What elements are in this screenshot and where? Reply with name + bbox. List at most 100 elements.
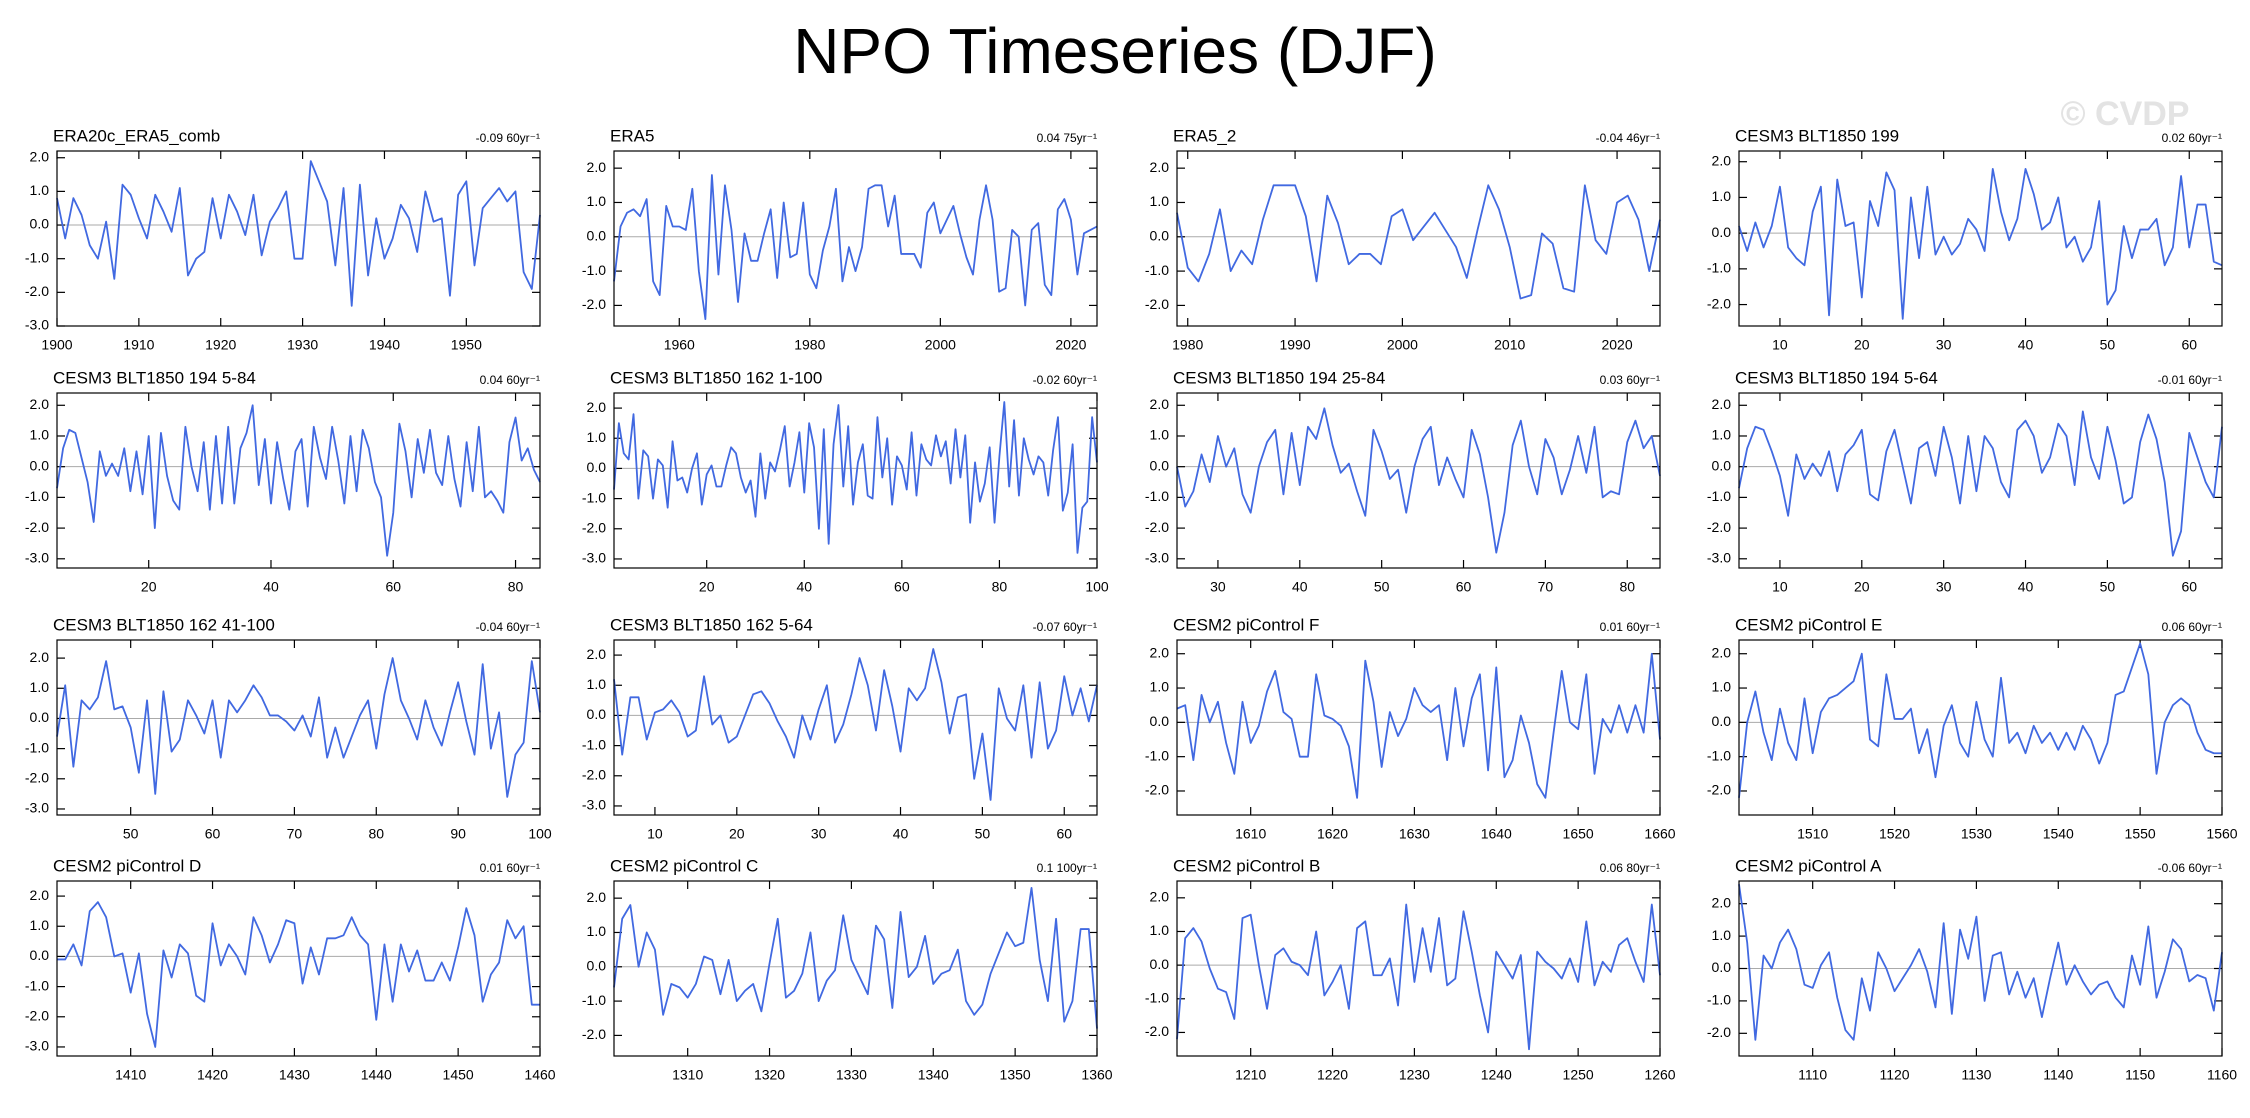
y-tick-label: -2.0 (1707, 782, 1731, 798)
y-tick-label: 1.0 (1150, 193, 1170, 209)
x-tick-label: 30 (1936, 579, 1952, 595)
x-tick-label: 1150 (2125, 1067, 2155, 1083)
x-tick-label: 1320 (754, 1067, 785, 1083)
panel: ERA20c_ERA5_comb -0.09 60yr⁻¹ -3.0 -2.0 -1.0… (25, 126, 541, 353)
x-tick-label: 1660 (1644, 826, 1675, 842)
panel-subtitle: 0.02 60yr⁻¹ (2162, 131, 2222, 145)
y-tick-label: 0.0 (30, 216, 50, 232)
panel-title: CESM2 piControl C (610, 856, 758, 875)
y-tick-label: -1.0 (25, 977, 49, 993)
series-line (613, 174, 1098, 321)
y-tick-label: -2.0 (1707, 519, 1731, 535)
panel: CESM2 piControl E 0.06 60yr⁻¹ -2.0 -1.0 0.0 1… (1707, 615, 2238, 841)
y-tick-label: -1.0 (582, 736, 606, 752)
x-tick-label: 80 (1619, 579, 1635, 595)
series-line (56, 404, 541, 557)
y-tick-label: 1.0 (587, 429, 607, 445)
y-tick-label: -2.0 (1707, 295, 1731, 311)
y-tick-label: 2.0 (30, 396, 50, 412)
plot-frame (613, 880, 1098, 1057)
y-tick-label: 0.0 (30, 709, 50, 725)
panel-subtitle: -0.07 60yr⁻¹ (1033, 620, 1097, 634)
x-tick-label: 1980 (1172, 337, 1203, 353)
watermark: © CVDP (2061, 95, 2190, 133)
y-tick-label: 2.0 (1150, 159, 1170, 175)
panel-title: CESM2 piControl F (1173, 615, 1319, 634)
x-tick-label: 10 (1772, 337, 1788, 353)
panel-subtitle: -0.02 60yr⁻¹ (1033, 373, 1097, 387)
y-tick-label: -1.0 (1707, 992, 1731, 1008)
series-line (613, 401, 1098, 554)
y-tick-label: -2.0 (25, 1007, 49, 1023)
x-tick-label: 30 (811, 826, 827, 842)
plot-frame (1176, 150, 1661, 327)
x-tick-label: 2020 (1055, 337, 1086, 353)
x-tick-label: 1910 (123, 337, 154, 353)
panel: CESM2 piControl A -0.06 60yr⁻¹ -2.0 -1.0 0.0… (1707, 856, 2237, 1082)
y-tick-label: -2.0 (1145, 296, 1169, 312)
y-tick-label: -1.0 (582, 262, 606, 278)
x-tick-label: 1130 (1961, 1067, 1991, 1083)
x-tick-label: 1550 (2125, 826, 2156, 842)
y-tick-label: -3.0 (25, 549, 49, 565)
series-line (57, 901, 540, 1048)
x-tick-label: 100 (528, 826, 552, 842)
panel-title: CESM2 piControl D (53, 856, 201, 875)
x-tick-label: 50 (2100, 337, 2116, 353)
y-tick-label: 0.0 (1712, 959, 1732, 975)
y-tick-label: 1.0 (1712, 679, 1732, 695)
x-tick-label: 50 (123, 826, 139, 842)
y-tick-label: -1.0 (1145, 747, 1169, 763)
y-tick-label: 2.0 (587, 399, 607, 415)
y-tick-label: -2.0 (25, 519, 49, 535)
series-line (1738, 410, 2223, 557)
x-tick-label: 1120 (1879, 1067, 1909, 1083)
y-tick-label: 2.0 (30, 887, 50, 903)
x-tick-label: 1360 (1081, 1067, 1112, 1083)
x-tick-label: 20 (1854, 337, 1870, 353)
y-tick-label: -2.0 (25, 769, 49, 785)
x-tick-label: 1630 (1399, 826, 1430, 842)
x-tick-label: 1260 (1644, 1067, 1675, 1083)
x-tick-label: 20 (699, 579, 715, 595)
x-tick-label: 1620 (1317, 826, 1348, 842)
x-tick-label: 1430 (279, 1067, 310, 1083)
plot-frame (1738, 150, 2223, 327)
x-tick-label: 1410 (115, 1067, 146, 1083)
panel-subtitle: -0.09 60yr⁻¹ (476, 131, 540, 145)
x-tick-label: 60 (1456, 579, 1472, 595)
panel-title: CESM3 BLT1850 199 (1735, 126, 1899, 145)
x-tick-label: 1900 (41, 337, 72, 353)
x-tick-label: 1240 (1481, 1067, 1512, 1083)
x-tick-label: 1980 (794, 337, 825, 353)
y-tick-label: 1.0 (30, 917, 50, 933)
plot-frame (1738, 639, 2223, 816)
y-tick-label: 0.0 (1712, 224, 1732, 240)
y-tick-label: 2.0 (1712, 894, 1732, 910)
x-tick-label: 60 (385, 579, 401, 595)
y-tick-label: 0.0 (1150, 227, 1170, 243)
y-tick-label: 1.0 (1150, 922, 1170, 938)
x-tick-label: 1510 (1797, 826, 1828, 842)
plot-frame (56, 392, 541, 569)
y-tick-label: 2.0 (587, 646, 607, 662)
x-tick-label: 40 (2018, 579, 2034, 595)
y-tick-label: -1.0 (1145, 989, 1169, 1005)
x-tick-label: 1340 (918, 1067, 949, 1083)
y-tick-label: 1.0 (1150, 679, 1170, 695)
panel-title: ERA5_2 (1173, 126, 1236, 145)
panel: CESM3 BLT1850 162 1-100 -0.02 60yr⁻¹ -3.0 -… (582, 368, 1109, 594)
y-tick-label: 1.0 (30, 679, 50, 695)
y-tick-label: 2.0 (1150, 889, 1170, 905)
series-line (1738, 884, 2223, 1041)
x-tick-label: 30 (1936, 337, 1952, 353)
panel: CESM3 BLT1850 194 25-84 0.03 60yr⁻¹ -3.0 -2… (1145, 368, 1661, 595)
y-tick-label: 2.0 (587, 159, 607, 175)
x-tick-label: 1990 (1279, 337, 1310, 353)
panel-subtitle: 0.06 60yr⁻¹ (2162, 620, 2222, 634)
y-tick-label: -1.0 (1707, 488, 1731, 504)
y-tick-label: 1.0 (30, 182, 50, 198)
y-tick-label: -2.0 (25, 283, 49, 299)
panel-title: CESM3 BLT1850 162 5-64 (610, 615, 813, 634)
